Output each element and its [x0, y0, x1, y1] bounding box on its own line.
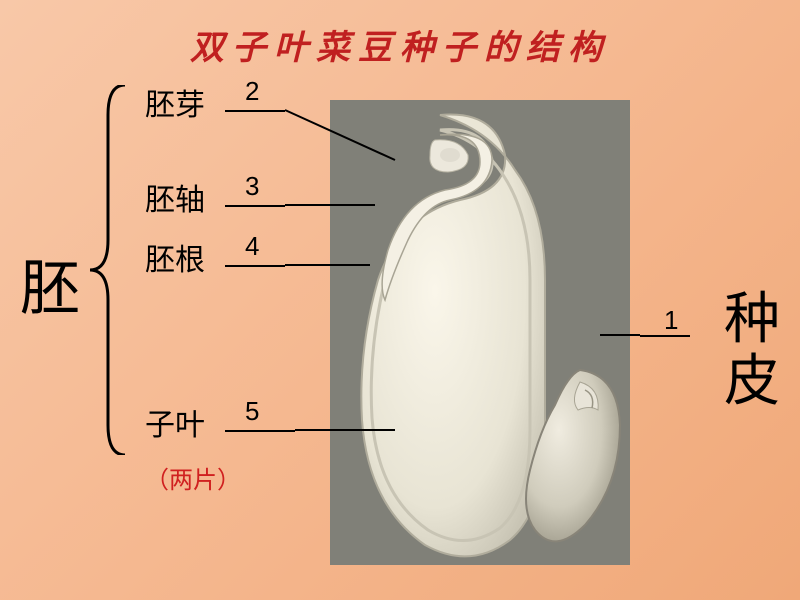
underline-hypocotyl	[225, 205, 285, 207]
underline-cotyledon	[225, 430, 295, 432]
cotyledon-subnote: （两片）	[145, 460, 241, 495]
underline-radicle	[225, 265, 285, 267]
number-plumule: 2	[245, 76, 259, 107]
underline-plumule	[225, 110, 285, 112]
label-radicle: 胚根	[145, 235, 205, 279]
number-cotyledon: 5	[245, 396, 259, 427]
number-seed-coat: 1	[664, 305, 678, 336]
label-cotyledon: 子叶	[145, 400, 205, 444]
brace-icon	[90, 85, 130, 455]
label-hypocotyl: 胚轴	[145, 175, 205, 219]
seed-coat-line1: 种	[724, 289, 780, 351]
embryo-group-label: 胚	[20, 240, 80, 327]
label-seed-coat: 种 皮	[724, 290, 780, 413]
seed-diagram	[330, 100, 630, 565]
underline-seed-coat	[640, 335, 690, 337]
label-plumule: 胚芽	[145, 80, 205, 124]
number-radicle: 4	[245, 231, 259, 262]
number-hypocotyl: 3	[245, 171, 259, 202]
diagram-title: 双子叶菜豆种子的结构	[190, 20, 610, 69]
seed-coat-line2: 皮	[724, 351, 780, 413]
